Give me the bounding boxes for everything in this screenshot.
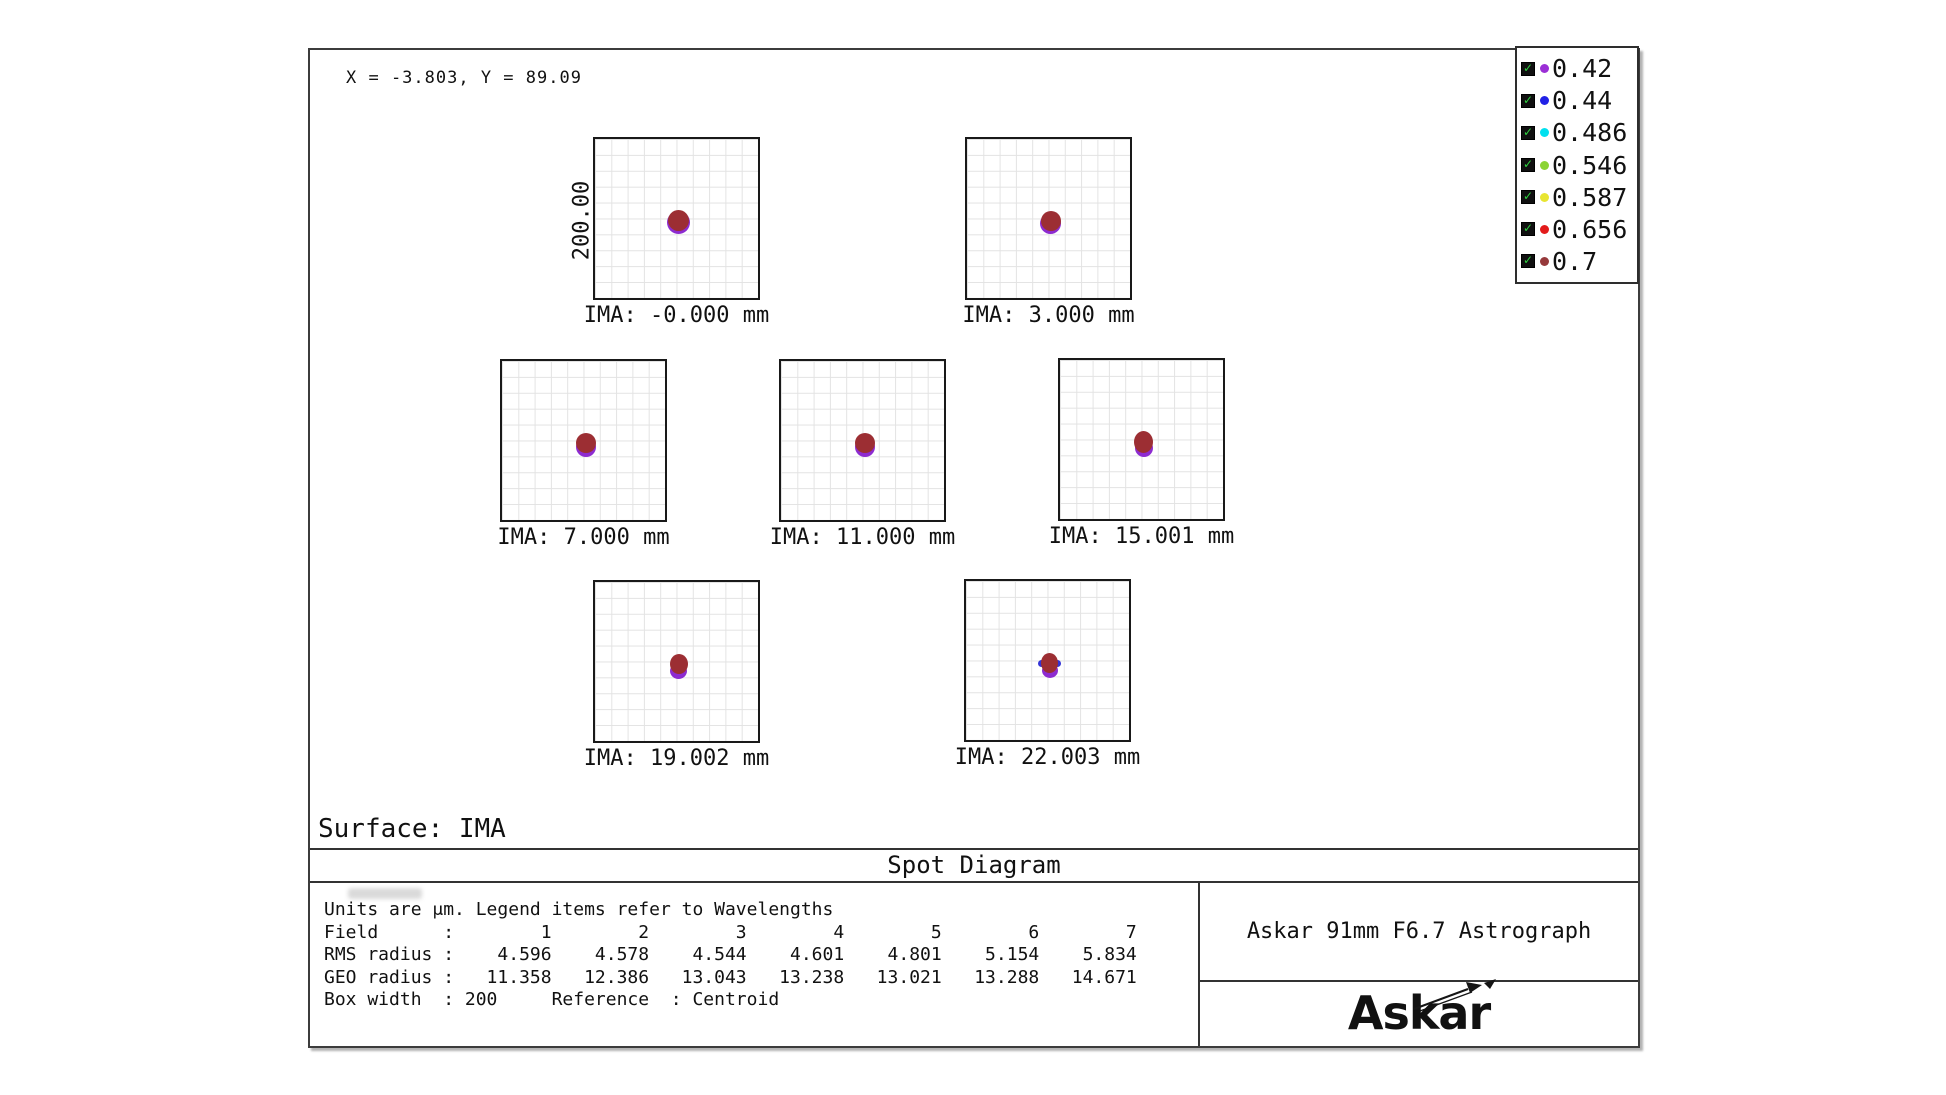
wavelength-dot-icon <box>1540 192 1549 202</box>
cursor-position-readout: X = -3.803, Y = 89.09 <box>346 68 582 88</box>
legend-item: ✓ 0.7 <box>1521 246 1637 277</box>
rocket-icon <box>1413 979 1497 1012</box>
logo-cell: Askar <box>1200 979 1638 1044</box>
system-title-cell: Askar 91mm F6.7 Astrograph <box>1200 883 1638 980</box>
system-title: Askar 91mm F6.7 Astrograph <box>1246 919 1592 944</box>
legend-wavelength-label: 0.7 <box>1552 246 1598 276</box>
legend-wavelength-label: 0.587 <box>1552 182 1628 212</box>
legend-checkbox-icon[interactable]: ✓ <box>1521 221 1535 237</box>
legend-wavelength-label: 0.42 <box>1552 54 1613 84</box>
legend-checkbox-icon[interactable]: ✓ <box>1521 124 1535 140</box>
spot-grid-box <box>593 137 760 300</box>
spot-grid-box <box>1058 358 1225 521</box>
horizontal-divider <box>1200 980 1638 982</box>
legend-wavelength-label: 0.44 <box>1552 86 1613 116</box>
spot-wavelength-maroon <box>669 653 688 674</box>
ima-field-label: IMA: -0.000 mm <box>583 303 770 328</box>
ima-field-label: IMA: 3.000 mm <box>962 303 1135 328</box>
legend-item: ✓ 0.486 <box>1521 117 1637 148</box>
rms-radius-row: RMS radius : 4.596 4.578 4.544 4.601 4.8… <box>324 944 1137 966</box>
legend-checkbox-icon[interactable]: ✓ <box>1521 92 1535 108</box>
legend-item: ✓ 0.44 <box>1521 85 1637 116</box>
wavelength-dot-icon <box>1540 128 1549 138</box>
spot-grid-box <box>965 137 1132 300</box>
ima-field-label: IMA: 15.001 mm <box>1048 524 1235 549</box>
wavelength-dot-icon <box>1540 64 1549 74</box>
legend-item: ✓ 0.546 <box>1521 150 1637 181</box>
field-row: Field : 1 2 3 4 5 6 7 <box>324 921 1137 943</box>
wavelength-dot-icon <box>1540 160 1549 170</box>
redacted-text-smudge <box>348 888 422 899</box>
title-band: Spot Diagram <box>310 848 1638 883</box>
ima-field-label: IMA: 22.003 mm <box>954 745 1141 770</box>
spot-grid-box <box>593 580 760 743</box>
legend-wavelength-label: 0.486 <box>1552 118 1628 148</box>
spot-wavelength-maroon <box>854 432 875 453</box>
vertical-divider <box>1198 883 1200 1046</box>
legend-checkbox-icon[interactable]: ✓ <box>1521 253 1535 269</box>
spot-grid-box <box>779 359 946 522</box>
legend-item: ✓ 0.42 <box>1521 53 1637 84</box>
spot-wavelength-maroon <box>1134 430 1153 453</box>
wavelength-dot-icon <box>1540 256 1549 266</box>
legend-item: ✓ 0.656 <box>1521 214 1637 245</box>
ima-field-label: IMA: 19.002 mm <box>583 746 770 771</box>
askar-logo: Askar <box>1348 979 1497 1036</box>
spot-grid-box <box>964 579 1131 742</box>
spot-wavelength-maroon <box>668 210 689 231</box>
legend-wavelength-label: 0.656 <box>1552 214 1628 244</box>
panel-title: Spot Diagram <box>887 851 1061 879</box>
legend-checkbox-icon[interactable]: ✓ <box>1521 189 1535 205</box>
box-width-row: Box width : 200 Reference : Centroid <box>324 989 780 1011</box>
askar-logo-text: Askar <box>1347 986 1491 1040</box>
wavelength-legend: ✓ 0.42 ✓ 0.44 ✓ 0.486 ✓ 0.546 ✓ 0.587 ✓ 0.656 ✓ 0.7 <box>1515 46 1639 284</box>
ima-field-label: IMA: 11.000 mm <box>769 525 956 550</box>
spot-wavelength-maroon <box>1040 210 1061 231</box>
surface-label: Surface: IMA <box>318 814 506 844</box>
spot-wavelength-maroon <box>575 432 596 453</box>
wavelength-dot-icon <box>1540 224 1549 234</box>
spot-wavelength-maroon <box>1041 652 1058 673</box>
wavelength-dot-icon <box>1540 96 1549 106</box>
spot-grid-box <box>500 359 667 522</box>
ima-field-label: IMA: 7.000 mm <box>497 525 670 550</box>
legend-wavelength-label: 0.546 <box>1552 150 1628 180</box>
spot-data-table: Units are μm. Legend items refer to Wave… <box>324 899 1137 1012</box>
legend-checkbox-icon[interactable]: ✓ <box>1521 157 1535 172</box>
scale-bar-label: 200.00 <box>569 180 595 261</box>
plot-frame: X = -3.803, Y = 89.09 ✓ 0.42 ✓ 0.44 ✓ 0.486 ✓ 0… <box>308 46 1640 1048</box>
legend-checkbox-icon[interactable]: ✓ <box>1521 60 1535 76</box>
legend-item: ✓ 0.587 <box>1521 182 1637 213</box>
geo-radius-row: GEO radius : 11.358 12.386 13.043 13.238… <box>324 966 1137 988</box>
units-note-line: Units are μm. Legend items refer to Wave… <box>324 899 834 920</box>
